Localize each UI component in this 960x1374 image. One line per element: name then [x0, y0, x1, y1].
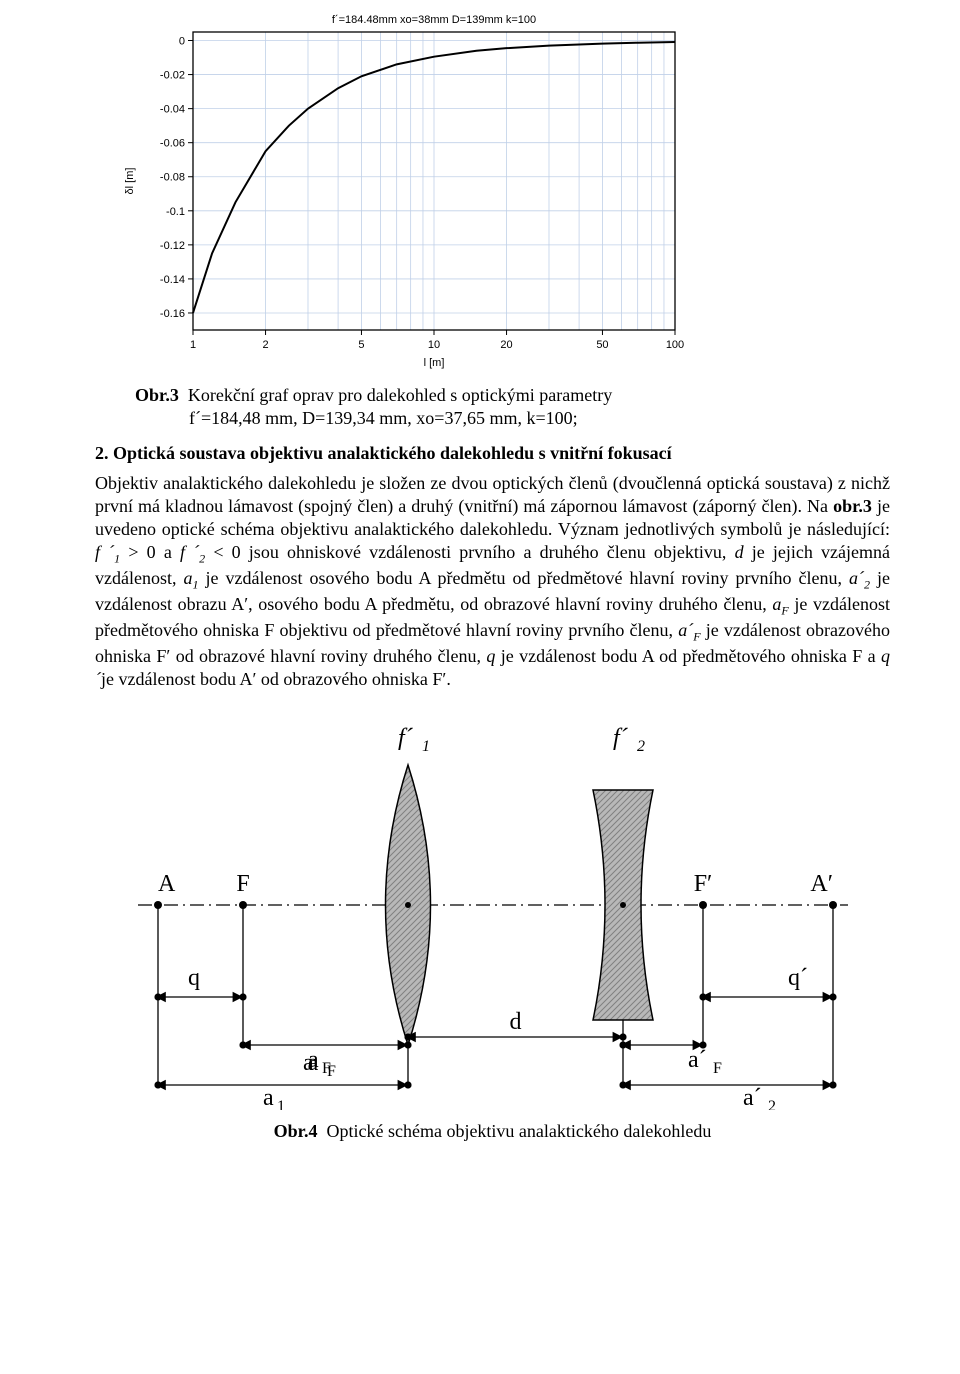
svg-text:-0.02: -0.02 [160, 70, 185, 82]
svg-text:20: 20 [500, 339, 512, 351]
svg-text:δl [m]: δl [m] [124, 168, 136, 195]
svg-text:2: 2 [768, 1098, 776, 1110]
fig3-text-a: Korekční graf oprav pro dalekohled s opt… [188, 385, 612, 405]
svg-text:F: F [322, 1060, 331, 1077]
svg-text:f´=184.48mm xo=38mm D=139mm k=: f´=184.48mm xo=38mm D=139mm k=100 [332, 14, 536, 26]
svg-text:F: F [236, 871, 249, 897]
diagram-svg: f´1f´2AFF′A′qaFada1aFa´Fq´a´2 [133, 705, 853, 1110]
fig4-text: Optické schéma objektivu analaktického d… [326, 1121, 711, 1141]
fig3-label: Obr.3 [135, 385, 179, 405]
body-paragraph: Objektiv analaktického dalekohledu je sl… [95, 472, 890, 691]
svg-text:-0.04: -0.04 [160, 104, 185, 116]
svg-text:-0.06: -0.06 [160, 138, 185, 150]
svg-text:d: d [509, 1009, 521, 1035]
svg-text:a: a [308, 1047, 319, 1073]
svg-text:a´: a´ [743, 1085, 762, 1110]
figure4-caption: Obr.4 Optické schéma objektivu analaktic… [95, 1121, 890, 1142]
svg-text:q: q [188, 965, 200, 991]
svg-text:F: F [713, 1060, 722, 1077]
svg-text:2: 2 [262, 339, 268, 351]
svg-text:-0.1: -0.1 [166, 206, 185, 218]
optical-diagram: f´1f´2AFF′A′qaFada1aFa´Fq´a´2 [133, 705, 853, 1115]
svg-text:1: 1 [277, 1098, 285, 1110]
svg-text:f´: f´ [398, 725, 414, 751]
svg-text:5: 5 [358, 339, 364, 351]
svg-text:q´: q´ [788, 965, 808, 991]
svg-text:0: 0 [179, 36, 185, 48]
svg-text:2: 2 [637, 738, 645, 755]
svg-text:F′: F′ [693, 871, 712, 897]
svg-text:A′: A′ [810, 871, 833, 897]
svg-text:50: 50 [596, 339, 608, 351]
correction-chart: f´=184.48mm xo=38mm D=139mm k=100 1 2 5 10 20… [115, 10, 695, 380]
figure3-caption: Obr.3 Korekční graf oprav pro dalekohled… [135, 384, 890, 429]
fig4-label: Obr.4 [274, 1121, 318, 1141]
svg-text:1: 1 [422, 738, 430, 755]
svg-text:A: A [158, 871, 176, 897]
svg-text:-0.08: -0.08 [160, 172, 185, 184]
svg-text:f´: f´ [613, 725, 629, 751]
svg-text:a: a [263, 1085, 274, 1110]
section-heading: 2. Optická soustava objektivu analaktick… [95, 443, 890, 464]
svg-text:100: 100 [666, 339, 684, 351]
svg-text:-0.12: -0.12 [160, 240, 185, 252]
svg-text:l [m]: l [m] [424, 357, 445, 369]
svg-text:10: 10 [428, 339, 440, 351]
svg-text:1: 1 [190, 339, 196, 351]
svg-text:-0.14: -0.14 [160, 274, 185, 286]
page: f´=184.48mm xo=38mm D=139mm k=1001251020… [0, 0, 960, 1162]
svg-text:-0.16: -0.16 [160, 308, 185, 320]
svg-text:a´: a´ [688, 1047, 707, 1073]
fig3-text-b: f´=184,48 mm, D=139,34 mm, xo=37,65 mm, … [189, 408, 578, 428]
chart-svg: f´=184.48mm xo=38mm D=139mm k=100 1 2 5 10 20… [115, 10, 695, 375]
